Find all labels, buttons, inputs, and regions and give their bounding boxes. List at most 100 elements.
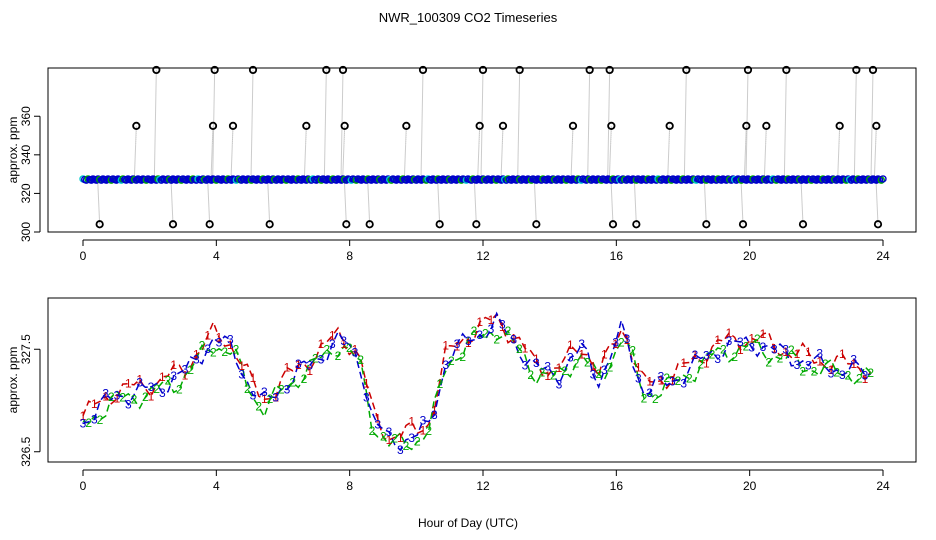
series-3-marker: 3 [771,343,778,357]
series-3-marker: 3 [125,398,132,412]
series-2-marker: 2 [425,424,432,438]
series-3-marker: 3 [828,366,835,380]
series-3-marker: 3 [397,443,404,457]
series-3-marker: 3 [533,356,540,370]
outlier-point [585,65,594,75]
outlier-connector [853,69,857,180]
bottom-panel-y-axis-label: approx. ppm [6,347,20,414]
bottom-x-tick-label: 4 [213,479,220,493]
series-2-marker: 2 [482,326,489,340]
outlier-point [302,121,311,130]
outlier-connector [743,125,747,180]
series-2-marker: 2 [267,392,274,406]
series-1-marker: 1 [272,391,279,405]
series-3-marker: 3 [431,408,438,422]
outlier-connector [783,69,787,180]
top-panel-baseline-points [79,175,887,184]
series-2-marker: 2 [346,341,353,355]
top-panel-connector-lines [97,69,879,225]
series-1-marker: 1 [170,358,177,372]
outlier-connector [403,125,407,180]
series-1-marker: 1 [397,431,404,445]
series-1-marker: 1 [408,415,415,429]
series-1-marker: 1 [692,348,699,362]
series-1-marker: 1 [216,330,223,344]
outlier-connector [303,125,307,180]
series-2-marker: 2 [187,363,194,377]
series-2-marker: 2 [244,382,251,396]
series-2-marker: 2 [85,416,92,430]
outlier-connector [212,69,216,180]
series-1-marker: 1 [635,361,642,375]
outlier-point [322,65,331,75]
top-x-tick-label: 8 [346,249,353,263]
series-1-marker: 1 [533,352,540,366]
series-2-marker: 2 [108,390,115,404]
series-2-marker: 2 [686,372,693,386]
series-1-marker: 1 [578,347,585,361]
outlier-connector [477,125,481,180]
outlier-connector [267,179,271,225]
series-3-marker: 3 [692,348,699,362]
series-1-marker: 1 [102,390,109,404]
series-1-marker: 1 [306,364,313,378]
outlier-point [205,220,214,229]
series-1-marker: 1 [624,333,631,347]
outlier-point [228,121,238,130]
outlier-point [743,65,753,75]
series-3-marker: 3 [193,353,200,367]
series-2-marker: 2 [210,346,217,360]
series-2-marker: 2 [561,364,568,378]
series-2-marker: 2 [380,429,387,443]
series-1-marker: 1 [465,336,472,350]
series-2-marker: 2 [369,424,376,438]
series-1-marker: 1 [250,371,257,385]
series-3-marker: 3 [102,386,109,400]
top-panel-y-axis-label: approx. ppm [6,117,20,184]
series-2-marker: 2 [731,350,738,364]
series-2-marker: 2 [788,343,795,357]
outlier-point [608,220,618,229]
bottom-y-tick-label: 327.5 [19,334,33,364]
series-2-marker: 2 [618,335,625,349]
outlier-connector [170,179,174,225]
outlier-connector [633,179,637,225]
series-3-marker: 3 [340,334,347,348]
top-x-tick-label: 20 [743,249,757,263]
outlier-point [782,65,791,75]
series-1-marker: 1 [442,338,449,352]
bottom-x-tick-label: 24 [876,479,890,493]
series-1-marker: 1 [556,361,563,375]
series-2-marker: 2 [131,392,138,406]
series-1-marker: 1 [680,356,687,370]
outlier-connector [740,179,744,225]
series-2-marker: 2 [652,392,659,406]
top-panel-outlier-scatter: 0 4 8 12 16 20 24 300 320 340 360 approx. ppm [6,65,917,263]
series-2-marker: 2 [867,366,874,380]
series-1-marker: 1 [771,342,778,356]
series-2-marker: 2 [493,332,500,346]
series-3-marker: 3 [635,372,642,386]
outlier-point [515,65,524,75]
series-2-marker: 2 [856,372,863,386]
outlier-connector [683,69,687,180]
outlier-point [402,121,411,130]
series-2-marker: 2 [414,434,421,448]
series-1-marker: 1 [454,340,461,354]
series-2-marker: 2 [811,364,818,378]
outlier-point [682,65,691,75]
top-panel-y-axis: 300 320 340 360 [19,106,41,242]
series-1-marker: 1 [238,359,245,373]
series-3-marker: 3 [556,377,563,391]
series-1-marker: 1 [510,332,517,346]
bottom-x-tick-label: 0 [80,479,87,493]
outlier-point [248,65,258,75]
series-1-marker: 1 [80,409,87,423]
outlier-point [605,65,614,75]
outlier-point [742,121,751,130]
series-1-marker: 1 [374,411,381,425]
series-2-marker: 2 [765,355,772,369]
bottom-panel-y-axis: 326.5 327.5 [19,334,41,467]
outlier-connector [343,179,347,225]
